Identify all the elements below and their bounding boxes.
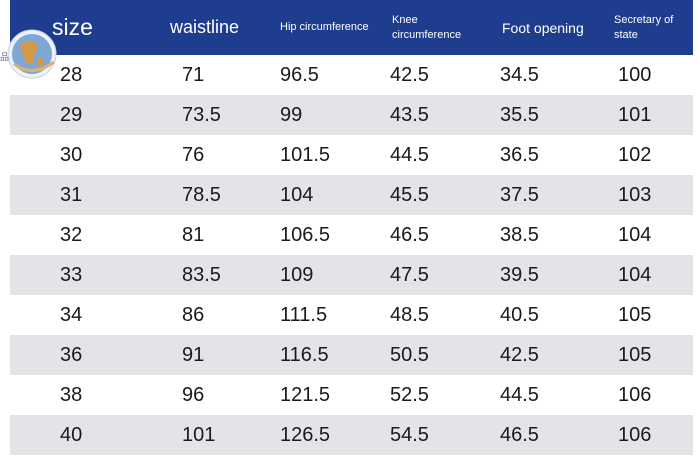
cell-secretary: 102 [618,144,652,166]
cell-hip: 121.5 [280,384,331,406]
cell-size: 38 [60,384,83,406]
cell-knee: 48.5 [390,304,429,326]
cell-waistline: 81 [182,224,205,246]
cell-secretary: 101 [618,104,652,126]
header-foot-opening: Foot opening [502,19,584,36]
cell-waistline: 86 [182,304,205,326]
cell-hip: 116.5 [280,344,329,366]
cell-secretary: 106 [618,384,652,406]
cell-foot: 34.5 [500,64,539,86]
cell-foot: 42.5 [500,344,539,366]
cell-knee: 47.5 [390,264,429,286]
cell-hip: 96.5 [280,64,319,86]
cell-waistline: 78.5 [182,184,221,206]
size-chart-table: size waistline Hip circumference Knee ci… [10,0,693,455]
cell-foot: 44.5 [500,384,539,406]
globe-badge-icon: 品 [0,14,62,90]
cell-hip: 109 [280,264,314,286]
table-row: 33 83.5 109 47.5 39.5 104 [10,255,693,295]
cell-foot: 40.5 [500,304,539,326]
table-header: size waistline Hip circumference Knee ci… [10,0,693,55]
cell-waistline: 71 [182,64,205,86]
cell-hip: 111.5 [280,304,328,326]
cell-waistline: 101 [182,424,216,446]
cell-knee: 42.5 [390,64,429,86]
cell-size: 34 [60,304,83,326]
table-row: 29 73.5 99 43.5 35.5 101 [10,95,693,135]
table-row: 32 81 106.5 46.5 38.5 104 [10,215,693,255]
cell-knee: 54.5 [390,424,429,446]
cell-foot: 35.5 [500,104,539,126]
cell-waistline: 96 [182,384,205,406]
cell-hip: 104 [280,184,314,206]
header-secretary-of-state: Secretary of state [614,13,674,41]
table-row: 30 76 101.5 44.5 36.5 102 [10,135,693,175]
cell-secretary: 103 [618,184,652,206]
cell-waistline: 76 [182,144,205,166]
cell-secretary: 105 [618,344,652,366]
table-row: 38 96 121.5 52.5 44.5 106 [10,375,693,415]
cell-size: 40 [60,424,83,446]
table-row: 28 71 96.5 42.5 34.5 100 [10,55,693,95]
cell-hip: 106.5 [280,224,331,246]
table-row: 40 101 126.5 54.5 46.5 106 [10,415,693,455]
cell-secretary: 104 [618,264,652,286]
cell-waistline: 91 [182,344,205,366]
header-size: size [52,14,93,40]
logo-text: 品 [0,52,10,62]
table-row: 36 91 116.5 50.5 42.5 105 [10,335,693,375]
cell-knee: 45.5 [390,184,429,206]
table-row: 34 86 111.5 48.5 40.5 105 [10,295,693,335]
cell-hip: 126.5 [280,424,331,446]
cell-foot: 38.5 [500,224,539,246]
cell-foot: 39.5 [500,264,539,286]
table-row: 31 78.5 104 45.5 37.5 103 [10,175,693,215]
cell-size: 32 [60,224,83,246]
cell-hip: 99 [280,104,303,126]
cell-knee: 43.5 [390,104,429,126]
header-waistline: waistline [170,17,240,37]
cell-waistline: 83.5 [182,264,221,286]
cell-size: 30 [60,144,83,166]
cell-foot: 36.5 [500,144,539,166]
cell-knee: 52.5 [390,384,429,406]
cell-size: 29 [60,104,83,126]
cell-knee: 50.5 [390,344,429,366]
cell-secretary: 106 [618,424,652,446]
cell-waistline: 73.5 [182,104,221,126]
cell-secretary: 104 [618,224,652,246]
table-body: 28 71 96.5 42.5 34.5 100 29 73.5 99 43.5 35.5 101 30… [10,55,693,455]
cell-size: 31 [60,184,83,206]
cell-foot: 46.5 [500,424,539,446]
cell-size: 28 [60,64,83,86]
cell-size: 36 [60,344,83,366]
cell-secretary: 100 [618,64,652,86]
cell-knee: 44.5 [390,144,429,166]
cell-secretary: 105 [618,304,652,326]
cell-foot: 37.5 [500,184,539,206]
header-knee-circumference: Knee circumference [392,13,462,41]
cell-size: 33 [60,264,83,286]
cell-knee: 46.5 [390,224,429,246]
header-hip-circumference: Hip circumference [280,21,369,33]
cell-hip: 101.5 [280,144,331,166]
